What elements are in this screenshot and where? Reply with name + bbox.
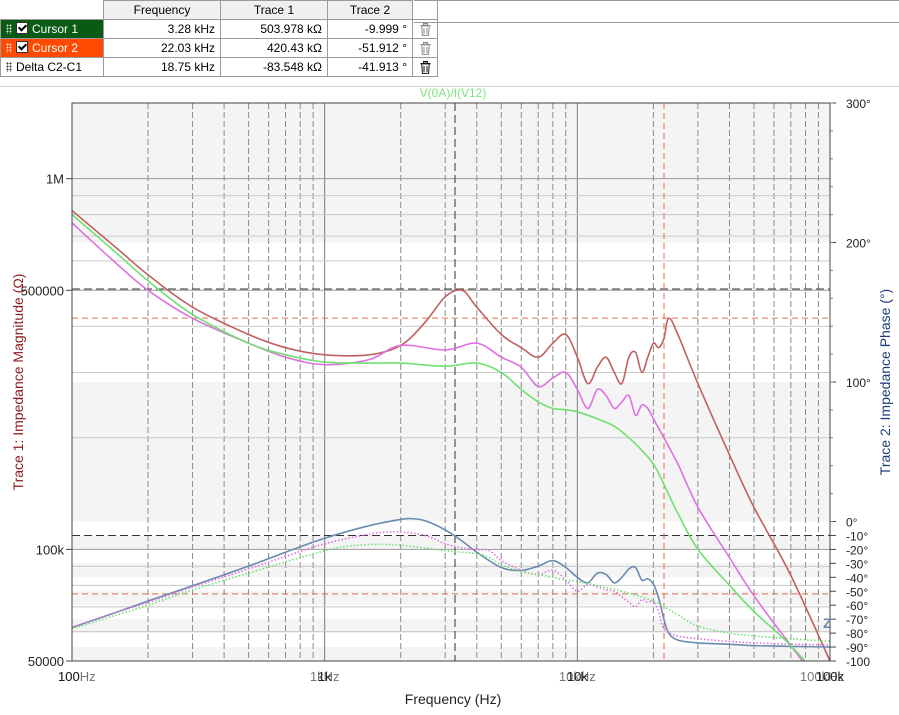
- trace-line-3: [72, 222, 804, 661]
- y-right-tick-label: -80°: [846, 627, 868, 641]
- trash-icon: [420, 60, 430, 74]
- cursor2-trace1: 420.43 kΩ: [220, 38, 328, 58]
- cursor2-trace2: -51.912 °: [327, 38, 413, 58]
- trace-line-6: [72, 543, 830, 643]
- x-tick-label: 100: [58, 669, 80, 684]
- x-tick-label-overlay: 1kHz: [310, 669, 340, 684]
- x-tick-label: 100k: [816, 669, 845, 684]
- y-left-tick-label: 100k: [36, 542, 65, 557]
- trash-icon: [420, 41, 430, 55]
- cursor2-name-cell[interactable]: Cursor 2: [0, 38, 104, 58]
- trace-line-2: [72, 517, 830, 648]
- cursor1-frequency: 3.28 kHz: [103, 19, 221, 39]
- x-tick-label-overlay: 100Hz: [58, 669, 96, 684]
- trace-line-1: [72, 209, 830, 661]
- y-right-tick-label: -10°: [846, 529, 868, 543]
- y-right-tick-label: 0°: [846, 516, 858, 530]
- cursor1-label: Cursor 1: [32, 22, 79, 36]
- header-frequency: Frequency: [103, 0, 221, 20]
- plot-band: [72, 619, 830, 634]
- y-left-tick-label: 50000: [28, 654, 64, 669]
- drag-grip-icon[interactable]: [6, 24, 12, 34]
- y-right-tick-label: -30°: [846, 557, 868, 571]
- y-right-tick-label: 200°: [846, 237, 871, 251]
- y-left-axis-label: Trace 1: Impedance Magnitude (Ω): [10, 274, 26, 491]
- cursor2-label: Cursor 2: [32, 41, 79, 55]
- x-tick-label-overlay: 100kHz: [800, 669, 844, 684]
- plot-band: [72, 591, 830, 606]
- y-right-tick-label: 100°: [846, 376, 871, 390]
- x-tick-label: 1k: [318, 669, 332, 684]
- y-right-tick-label: -60°: [846, 599, 868, 613]
- y-right-axis-label: Trace 2: Impedance Phase (°): [877, 289, 893, 475]
- delta-trace1: -83.548 kΩ: [220, 57, 328, 77]
- plot-band: [72, 647, 830, 661]
- cursor1-trace2: -9.999 °: [327, 19, 413, 39]
- x-axis-label: Frequency (Hz): [405, 691, 501, 707]
- y-left-tick-label: 500000: [21, 283, 64, 298]
- cursor-table-header: Frequency Trace 1 Trace 2: [0, 0, 438, 20]
- x-tick-label: 10k: [567, 669, 588, 684]
- cursor1-checkbox[interactable]: [16, 22, 28, 34]
- y-right-tick-label: -90°: [846, 641, 868, 655]
- cursor1-name-cell[interactable]: Cursor 1: [0, 19, 104, 39]
- header-blank: [0, 0, 104, 20]
- y-right-tick-label: -100: [846, 655, 870, 669]
- cursor2-frequency: 22.03 kHz: [103, 38, 221, 58]
- cursor-table: Frequency Trace 1 Trace 2 Cursor 1 3.28 …: [0, 0, 438, 77]
- trace-line-5: [72, 213, 807, 661]
- plot-band: [72, 382, 830, 522]
- y-right-tick-label: -70°: [846, 613, 868, 627]
- header-blank-trash: [412, 0, 438, 20]
- y-right-tick-label: 300°: [846, 97, 871, 111]
- header-trace2: Trace 2: [327, 0, 413, 20]
- y-left-tick-label: 1M: [46, 172, 64, 187]
- delta-trace2: -41.913 °: [327, 57, 413, 77]
- delta-name-cell[interactable]: Delta C2-C1: [0, 57, 104, 77]
- y-right-tick-label: -20°: [846, 543, 868, 557]
- delta-delete-button[interactable]: [412, 57, 438, 77]
- x-tick-label-overlay: 10kHz: [559, 669, 596, 684]
- chart-title: V(0A)/I(V12): [420, 86, 487, 100]
- cursor2-checkbox[interactable]: [16, 41, 28, 53]
- plot-band: [72, 535, 830, 550]
- trash-icon: [420, 22, 430, 36]
- delta-label: Delta C2-C1: [16, 60, 83, 74]
- y-right-tick-label: -40°: [846, 571, 868, 585]
- y-right-tick-label: -50°: [846, 585, 868, 599]
- drag-grip-icon[interactable]: [6, 43, 12, 53]
- panel-separator: [0, 86, 899, 87]
- cursor-row-2[interactable]: Cursor 2 22.03 kHz 420.43 kΩ -51.912 °: [0, 38, 438, 58]
- cursor2-delete-button[interactable]: [412, 38, 438, 58]
- plot-band: [72, 103, 830, 243]
- delta-frequency: 18.75 kHz: [103, 57, 221, 77]
- cursor1-trace1: 503.978 kΩ: [220, 19, 328, 39]
- toolbar-border: [414, 22, 899, 23]
- toolbar-border: [414, 0, 899, 1]
- cursor-row-delta[interactable]: Delta C2-C1 18.75 kHz -83.548 kΩ -41.913…: [0, 57, 438, 77]
- drag-grip-icon[interactable]: [6, 62, 12, 72]
- trace-marker-z: Z: [823, 615, 832, 631]
- header-trace1: Trace 1: [220, 0, 328, 20]
- cursor-row-1[interactable]: Cursor 1 3.28 kHz 503.978 kΩ -9.999 °: [0, 19, 438, 39]
